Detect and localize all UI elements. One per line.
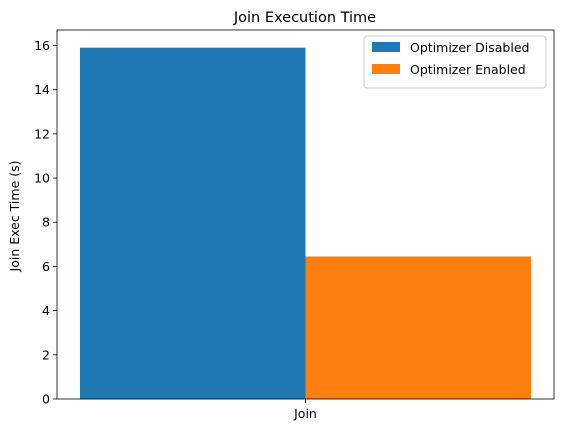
y-tick-label: 12 bbox=[34, 126, 50, 141]
y-tick-label: 6 bbox=[42, 259, 50, 274]
bar-optimizer-disabled-join bbox=[80, 47, 306, 400]
y-tick-label: 16 bbox=[34, 38, 50, 53]
legend: Optimizer Disabled Optimizer Enabled bbox=[363, 35, 547, 89]
y-axis-ticks: 0 2 4 6 8 10 12 14 16 bbox=[34, 38, 57, 407]
legend-label-optimizer-enabled: Optimizer Enabled bbox=[410, 62, 526, 77]
bars bbox=[80, 47, 531, 400]
y-axis-label: Join Exec Time (s) bbox=[7, 161, 22, 273]
legend-swatch-optimizer-enabled bbox=[372, 64, 400, 74]
y-tick-label: 2 bbox=[42, 347, 50, 362]
y-tick-label: 10 bbox=[34, 171, 50, 186]
x-tick-label: Join bbox=[293, 406, 317, 421]
y-tick-label: 0 bbox=[42, 392, 50, 407]
legend-swatch-optimizer-disabled bbox=[372, 42, 400, 52]
legend-label-optimizer-disabled: Optimizer Disabled bbox=[410, 40, 529, 55]
y-tick-label: 4 bbox=[42, 303, 50, 318]
legend-frame bbox=[363, 35, 547, 89]
chart-title: Join Execution Time bbox=[233, 10, 376, 26]
y-tick-label: 14 bbox=[34, 82, 50, 97]
x-axis-ticks: Join bbox=[293, 399, 317, 421]
bar-optimizer-enabled-join bbox=[305, 256, 531, 399]
plot-frame bbox=[56, 29, 555, 400]
y-tick-label: 8 bbox=[42, 215, 50, 230]
